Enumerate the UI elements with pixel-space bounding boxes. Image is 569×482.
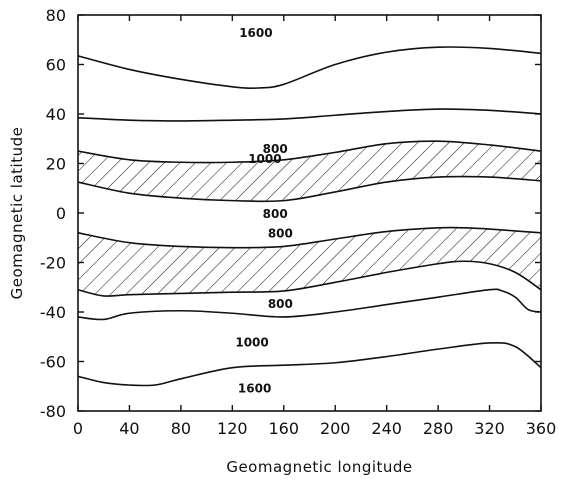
x-tick-label: 160 [269,419,300,438]
contour-lines [77,46,542,387]
hatched-bands [78,141,541,297]
contour-line-800-6 [77,260,542,297]
y-tick-label: 60 [46,56,66,75]
x-tick-label: 320 [474,419,505,438]
y-tick-label: -60 [40,353,66,372]
contour-label-1600: 1600 [239,26,272,40]
contour-line-1000-2 [77,108,542,122]
y-tick-label: -20 [40,254,66,273]
contour-label-800: 800 [268,297,293,311]
contour-line-1000-7 [77,288,542,321]
y-tick-label: 0 [56,204,66,223]
contour-line-800-5 [77,226,542,249]
hatched-band-2 [78,227,541,297]
contour-line-1600-1 [77,46,542,89]
hatched-band-1 [78,141,541,202]
contour-label-800: 800 [263,207,288,221]
axis-ticks: 0 40 80 120 160 200 240 280 320 360806040200-20-4… [40,6,556,438]
x-tick-label: 120 [217,419,248,438]
x-tick-label: 40 [119,419,139,438]
y-tick-label: -40 [40,303,66,322]
contour-line-800-3 [77,140,542,164]
x-tick-label: 200 [320,419,351,438]
contour-line-1600-8 [77,341,542,387]
x-tick-label: 360 [526,419,557,438]
x-tick-label: 240 [371,419,402,438]
contour-label-1000: 1000 [235,335,268,349]
y-tick-label: 80 [46,6,66,25]
x-tick-label: 80 [171,419,191,438]
x-tick-label: 280 [423,419,454,438]
y-tick-label: -80 [40,402,66,421]
contour-label-1600: 1600 [238,382,271,396]
x-tick-label: 0 [73,419,83,438]
y-tick-label: 20 [46,155,66,174]
contour-line-800-4 [77,175,542,203]
y-tick-label: 40 [46,105,66,124]
contour-label-800: 800 [263,142,288,156]
contour-label-1000: 1000 [248,152,281,166]
contour-label-800: 800 [268,227,293,241]
y-axis-label: Geomagnetic latitude [8,127,26,300]
x-axis-label: Geomagnetic longitude [226,458,412,476]
